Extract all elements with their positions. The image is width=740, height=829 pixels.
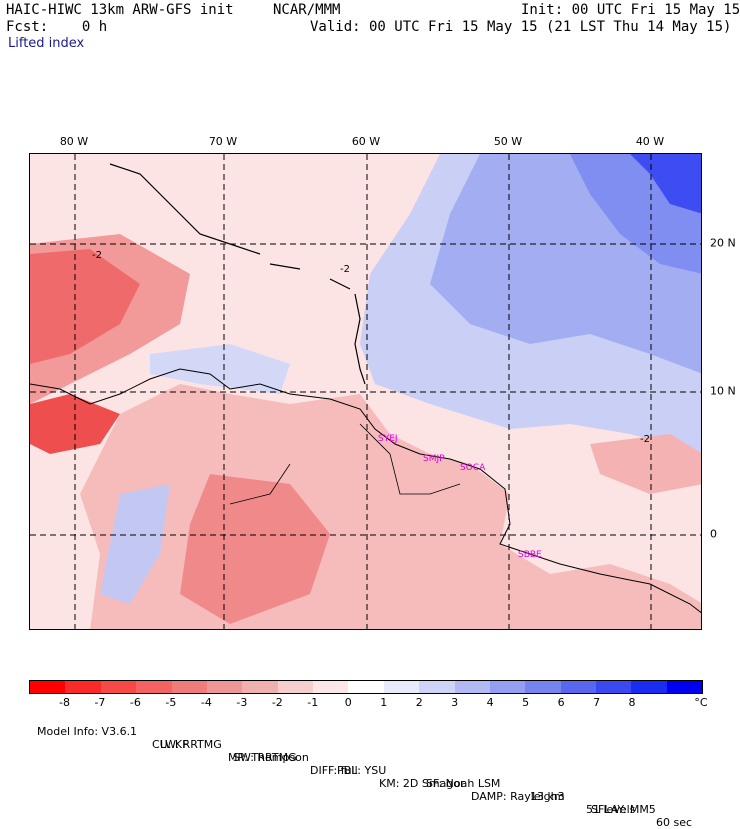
shortwave-scheme: SW: RRTMG	[233, 751, 297, 764]
colorbar-swatch	[136, 681, 172, 693]
init-time: Init: 00 UTC Fri 15 May 15	[521, 2, 740, 18]
colorbar-tick-label: 3	[451, 696, 459, 709]
lat-lon-grid	[30, 154, 701, 629]
eddy-coefficient: KM: 2D Smagor	[379, 777, 465, 790]
colorbar-swatch	[419, 681, 455, 693]
colorbar-tick-label: -2	[271, 696, 283, 709]
island-outlines	[109, 163, 366, 385]
colorbar-tick-label: 4	[486, 696, 494, 709]
model-version: Model Info: V3.6.1	[37, 725, 138, 738]
colorbar-swatch	[100, 681, 137, 693]
colorbar-tick-label: 0	[344, 696, 352, 709]
unstable-region-amazon	[180, 474, 330, 624]
field-name: Lifted index	[8, 36, 85, 51]
map-canvas: -2 -2 -2 SYEJ SMJP SOCA SBBE	[30, 154, 701, 629]
unstable-region-west-core	[30, 249, 140, 364]
timestep: 60 sec	[656, 816, 693, 829]
colorbar-swatch	[666, 681, 703, 693]
contour-label-central: -2	[340, 264, 350, 275]
surface-layer: SFLAY: MM5	[591, 803, 656, 816]
colorbar-swatch	[383, 681, 420, 693]
colorbar-swatch	[206, 681, 243, 693]
model-title: HAIC-HIWC 13km ARW-GFS init	[6, 2, 234, 18]
lifted-index-map: -2 -2 -2 SYEJ SMJP SOCA SBBE	[29, 153, 702, 630]
unstable-region-east	[590, 434, 701, 494]
colorbar-tick-label: -1	[307, 696, 319, 709]
contour-label-east: -2	[640, 434, 650, 445]
lon-label-60w: 60 W	[351, 135, 381, 148]
coastline	[30, 368, 701, 614]
caribbean-stable-band	[150, 344, 290, 394]
footer-line-2: LW: RRTMG SW: RRTMG DIFF: full KM: 2D Sm…	[153, 725, 656, 816]
colorbar-tick-label: -6	[129, 696, 141, 709]
colorbar-swatch	[348, 681, 384, 693]
contour-label-west: -2	[92, 250, 102, 261]
diffusion: DIFF: full	[310, 764, 358, 777]
colorbar-swatch	[242, 681, 278, 693]
colorbar-tick-label: 6	[557, 696, 565, 709]
lat-label-20n: 20 N	[710, 236, 736, 250]
colorbar-swatch	[631, 681, 667, 693]
colorbar-swatch	[65, 681, 101, 693]
colorbar-tick-label: -5	[165, 696, 177, 709]
colorbar-swatch	[489, 681, 526, 693]
colorbar-swatch	[454, 681, 490, 693]
lat-label-10n: 10 N	[710, 384, 736, 398]
colorbar-tick-label: 1	[380, 696, 388, 709]
lon-label-50w: 50 W	[493, 135, 523, 148]
organization: NCAR/MMM	[273, 2, 341, 18]
colorbar-swatch	[30, 681, 66, 693]
colorbar-swatch	[313, 681, 349, 693]
lat-label-0: 0	[710, 527, 717, 541]
country-borders	[229, 423, 461, 505]
station-sbbe: SBBE	[518, 550, 542, 560]
station-smjp: SMJP	[423, 454, 445, 464]
stable-region-core	[630, 154, 701, 214]
colorbar-tick-label: 8	[628, 696, 636, 709]
colorbar-swatch	[596, 681, 632, 693]
colorbar-tick-label: -8	[58, 696, 70, 709]
colorbar-tick-label: -4	[200, 696, 212, 709]
lon-label-80w: 80 W	[59, 135, 89, 148]
valid-time: Valid: 00 UTC Fri 15 May 15 (21 LST Thu …	[310, 19, 732, 35]
station-syej: SYEJ	[378, 434, 398, 444]
forecast-hour: Fcst: 0 h	[6, 19, 108, 35]
colorbar-tick-label: 7	[593, 696, 601, 709]
colorbar	[29, 680, 703, 694]
damping: DAMP: Rayleigh3	[471, 790, 565, 803]
footer-line-1: Model Info: V3.6.1 CU: KF MP: Thompson P…	[30, 712, 692, 829]
colorbar-swatch	[171, 681, 207, 693]
andes-stable-strip	[100, 484, 170, 604]
lon-label-70w: 70 W	[208, 135, 238, 148]
colorbar-tick-label: 5	[522, 696, 530, 709]
colorbar-swatch	[560, 681, 596, 693]
colorbar-tick-label: -7	[94, 696, 106, 709]
station-soca: SOCA	[460, 463, 486, 473]
colorbar-swatch	[525, 681, 561, 693]
colorbar-tick-label: -3	[236, 696, 248, 709]
colorbar-swatch	[277, 681, 313, 693]
lon-label-40w: 40 W	[635, 135, 665, 148]
colorbar-unit: °C	[694, 696, 708, 709]
colorbar-tick-label: 2	[415, 696, 423, 709]
